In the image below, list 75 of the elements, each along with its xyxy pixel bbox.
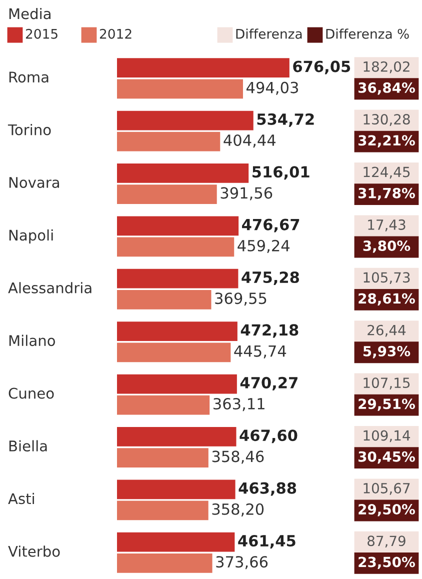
y-tick-label: Asti: [8, 492, 34, 504]
bar: [117, 553, 212, 573]
legend-label: 2015: [26, 28, 58, 39]
text: 17,43: [368, 219, 406, 232]
legend-label: 2012: [100, 28, 132, 39]
y-tick-label: Alessandria: [8, 282, 92, 294]
text: 3,80%: [363, 240, 410, 253]
data-label: 461,45: [238, 535, 296, 548]
bar: [117, 216, 239, 236]
data-label: 676,05: [293, 60, 350, 74]
bar: [117, 79, 243, 99]
data-label: 470,27: [240, 376, 298, 390]
bar: [117, 374, 237, 394]
text: 130,28: [364, 114, 410, 126]
data-label: 391,56: [220, 187, 272, 200]
data-label: 373,66: [216, 556, 268, 570]
bar: [117, 290, 212, 310]
y-tick-label: Novara: [9, 177, 60, 188]
bar: [117, 532, 235, 552]
data-label: 494,03: [246, 82, 298, 95]
bar: [117, 58, 290, 78]
y-tick-label: Napoli: [9, 229, 53, 244]
y-tick-label: Roma: [9, 72, 48, 83]
data-label: 467,60: [240, 430, 298, 444]
data-label: 369,55: [215, 292, 266, 306]
bar: [117, 500, 208, 520]
data-label: 363,11: [214, 398, 264, 412]
text: 29,51%: [358, 398, 415, 411]
data-label: 459,24: [238, 240, 290, 253]
bar: [117, 480, 236, 500]
legend-label: Differenza %: [326, 28, 409, 39]
y-tick-label: Milano: [9, 334, 55, 346]
text: 182,02: [364, 61, 410, 74]
legend-label: Differenza: [236, 28, 302, 39]
text: 26,44: [368, 324, 406, 337]
text: 23,50%: [358, 556, 415, 569]
text: 109,14: [364, 430, 410, 442]
data-label: 534,72: [257, 113, 314, 127]
text: 31,78%: [358, 188, 415, 200]
text: 124,45: [364, 166, 410, 179]
text: 28,61%: [358, 293, 415, 306]
text: 29,50%: [358, 504, 415, 516]
y-tick-label: Viterbo: [8, 546, 60, 557]
text: 87,79: [368, 536, 406, 548]
data-label: 476,67: [242, 218, 300, 232]
y-tick-label: Torino: [8, 124, 51, 136]
bar: [117, 395, 210, 415]
data-label: 358,46: [212, 450, 264, 464]
bar: [117, 448, 208, 468]
bar: [117, 268, 238, 288]
data-label: 445,74: [234, 345, 286, 358]
bar: [117, 342, 231, 362]
data-label: 404,44: [224, 134, 276, 148]
text: 107,15: [364, 378, 410, 390]
bar: [117, 110, 254, 130]
y-tick-label: Cuneo: [8, 388, 54, 399]
data-label: 516,01: [252, 166, 310, 180]
data-label: 463,88: [238, 482, 296, 496]
data-label: 472,18: [240, 324, 298, 338]
bar: [117, 237, 234, 257]
bar: [117, 322, 238, 342]
bar: [117, 427, 236, 446]
text: 30,45%: [358, 451, 415, 464]
bar: [117, 132, 220, 152]
text: 105,73: [364, 272, 410, 284]
text: 32,21%: [358, 135, 415, 148]
text: 36,84%: [358, 82, 415, 95]
y-tick-label: Biella: [9, 440, 47, 452]
text: 105,67: [364, 482, 410, 495]
data-label: 358,20: [212, 503, 264, 516]
bar: [117, 184, 217, 204]
text: 5,93%: [363, 346, 410, 358]
data-label: 475,28: [242, 271, 299, 285]
chart-title: Media: [9, 8, 50, 20]
bar: [117, 164, 249, 183]
